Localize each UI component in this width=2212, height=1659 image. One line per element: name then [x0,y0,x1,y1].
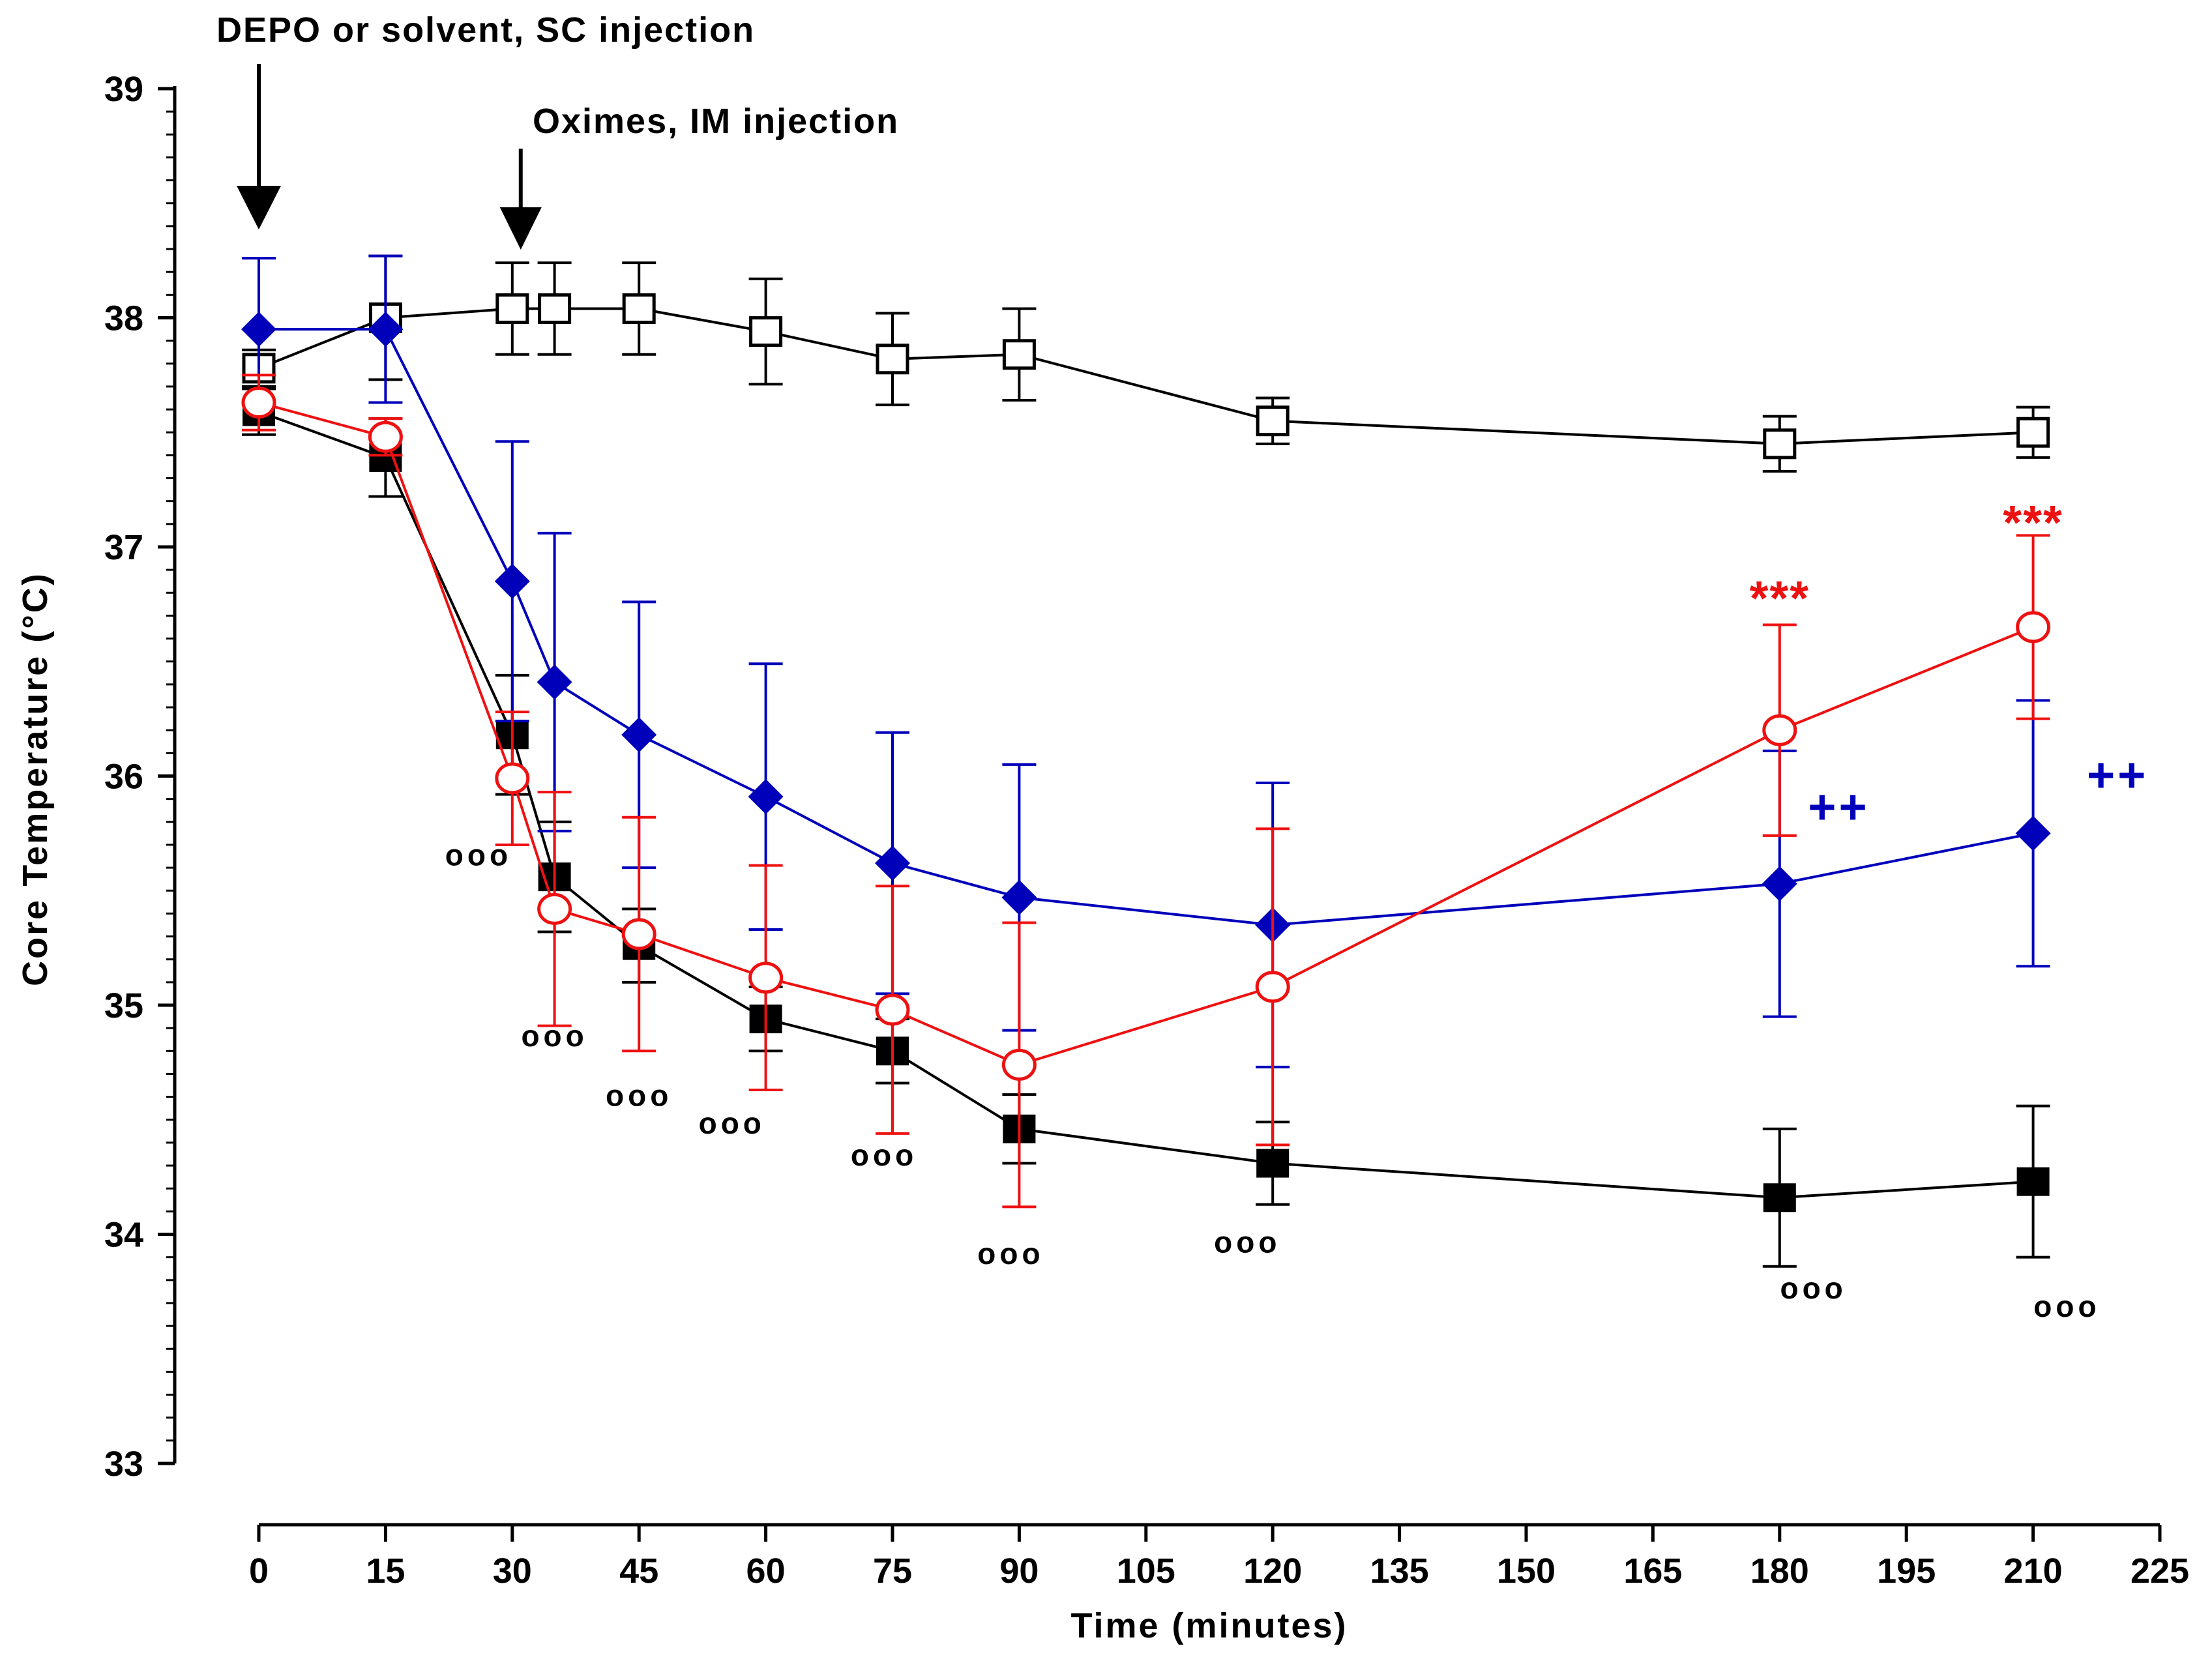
x-tick-label: 165 [1623,1551,1682,1591]
data-point-open-square [622,293,656,324]
data-point-diamond [1001,879,1037,915]
significance-plus: ++ [1808,780,1869,834]
y-tick-label: 36 [104,757,143,797]
x-tick-label: 195 [1877,1551,1936,1591]
data-point-open-square [2016,417,2050,448]
x-tick-label: 75 [873,1551,912,1591]
data-point-diamond [368,312,404,347]
x-tick-label: 150 [1497,1551,1556,1591]
data-point-filled-square [2016,1167,2050,1196]
x-tick-label: 30 [493,1551,532,1591]
data-point-open-circle [1001,1048,1037,1081]
data-point-open-square [876,344,909,375]
significance-ooo: ooo [445,838,512,872]
data-point-open-square [1763,428,1797,460]
axes-group: 33 34 35 36 37 38 39 0 15 30 45 60 75 90 105 120 135 150 1… [104,70,2189,1591]
x-tick-label: 60 [746,1551,786,1591]
data-point-open-circle [1255,971,1290,1003]
significance-ooo: ooo [977,1237,1044,1270]
data-point-open-square [1256,405,1290,437]
significance-ooo: ooo [1214,1226,1280,1259]
x-tick-label: 105 [1117,1551,1175,1591]
series-group [241,254,2051,1268]
y-tick-label: 35 [104,986,143,1025]
arrow-head [499,207,542,250]
significance-ooo: ooo [699,1106,765,1140]
data-point-open-square [749,316,783,347]
y-axis-title: Core Temperature (°C) [16,572,55,986]
x-axis-title: Time (minutes) [1070,1606,1348,1645]
data-point-open-circle [2016,611,2051,643]
data-point-open-circle [241,387,276,419]
x-tick-label: 180 [1750,1551,1809,1591]
data-point-open-square [538,293,572,324]
significance-ooo: ooo [851,1138,917,1172]
significance-ooo: ooo [1780,1271,1846,1305]
y-tick-label: 33 [104,1445,143,1484]
arrow-label: Oximes, IM injection [533,102,899,141]
x-tick-label: 225 [2131,1551,2189,1591]
data-point-open-circle [495,762,530,795]
data-point-diamond [241,312,276,347]
data-point-diamond [2015,815,2051,851]
series-open-square [242,254,2050,473]
data-point-diamond [1762,866,1797,902]
data-point-filled-square [1256,1149,1290,1178]
data-point-open-square [495,293,529,324]
significance-stars: *** [1750,571,1810,625]
significance-ooo: ooo [521,1019,587,1053]
data-point-open-circle [621,918,656,950]
data-point-open-circle [1762,714,1797,746]
series-line [258,307,2033,445]
data-point-open-circle [368,420,403,453]
series-line [258,410,2033,1199]
x-tick-label: 0 [249,1551,269,1591]
arrow-head [237,186,281,229]
x-tick-label: 15 [366,1551,405,1591]
series-open-circle [241,374,2051,1209]
arrow-label: DEPO or solvent, SC injection [216,10,755,50]
data-point-diamond [748,779,784,815]
y-tick-label: 39 [104,70,143,109]
data-point-diamond [621,717,657,753]
significance-stars: *** [2003,495,2063,550]
data-point-filled-square [1763,1183,1796,1212]
significance-plus: ++ [2087,748,2148,802]
data-point-open-square [1002,339,1036,370]
data-point-open-circle [537,892,572,925]
significance-ooo: ooo [2033,1289,2100,1323]
data-point-open-circle [748,962,784,994]
y-tick-label: 37 [104,528,143,567]
x-tick-label: 135 [1370,1551,1429,1591]
x-tick-label: 210 [2004,1551,2063,1591]
x-tick-label: 120 [1243,1551,1302,1591]
significance-ooo: ooo [606,1079,672,1113]
annotation-group: DEPO or solvent, SC injection Oximes, IM … [216,10,2148,1323]
y-tick-label: 38 [104,299,143,338]
data-point-diamond [875,845,910,881]
data-point-diamond [494,563,530,599]
y-tick-label: 34 [104,1216,143,1255]
data-point-open-circle [875,993,910,1026]
x-tick-label: 45 [619,1551,658,1591]
x-tick-label: 90 [999,1551,1039,1591]
data-point-diamond [537,664,572,700]
